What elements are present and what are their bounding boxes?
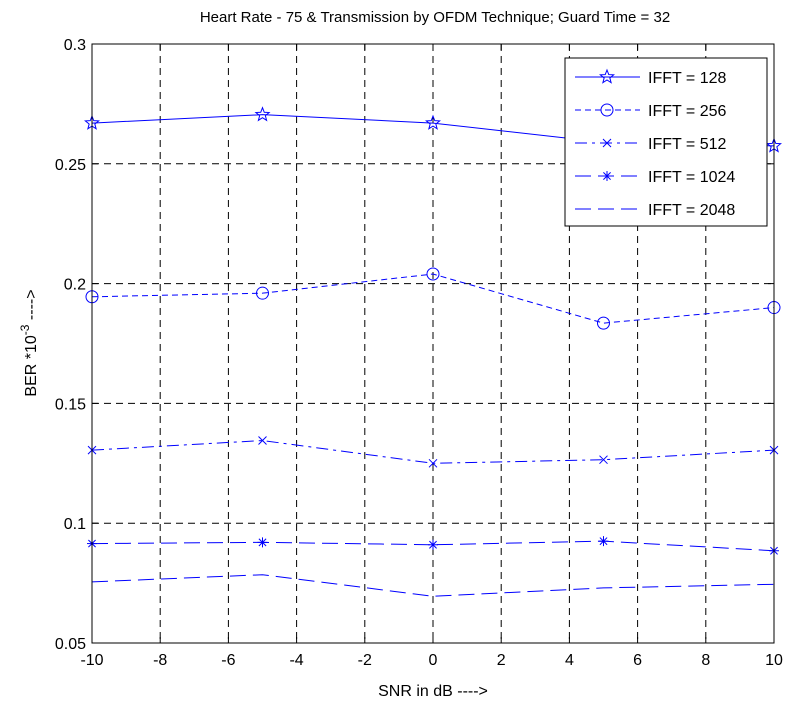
x-tick-label: -8 [153, 652, 167, 669]
x-marker [428, 458, 438, 468]
legend-label: IFFT = 2048 [648, 202, 735, 219]
y-axis-label: BER *10-3 ----> [18, 289, 40, 396]
y-axis-label-suffix: ----> [23, 289, 40, 324]
legend-box [564, 57, 768, 227]
legend-label: IFFT = 128 [648, 70, 727, 87]
x-marker [258, 436, 267, 445]
x-axis-label: SNR in dB ----> [378, 683, 488, 700]
axis-ticks: -10 -8 -6 -4 -2 0 2 4 6 8 10 0.05 0.1 0.15 0.2 0.25 0.3 [55, 37, 783, 669]
x-tick-label: -4 [289, 652, 303, 669]
asterisk-marker-stroke [429, 540, 437, 549]
y-tick-label: 0.15 [55, 396, 86, 413]
y-axis-label-superscript: -3 [18, 324, 32, 335]
x-tick-label: -10 [80, 652, 103, 669]
x-marker-stroke [428, 458, 438, 468]
chart-title: Heart Rate - 75 & Transmission by OFDM T… [200, 9, 670, 26]
x-tick-label: 6 [633, 652, 642, 669]
y-tick-label: 0.3 [64, 37, 86, 54]
circle-marker [426, 267, 440, 281]
x-marker [599, 455, 608, 465]
series-line [91, 273, 775, 324]
legend-item: IFFT = 1024 [575, 169, 735, 186]
x-tick-label: 4 [565, 652, 574, 669]
circle-marker [256, 286, 269, 300]
y-axis-label-base: BER *10 [23, 335, 40, 396]
legend-item: IFFT = 128 [575, 68, 727, 87]
asterisk-marker-stroke [599, 537, 608, 546]
legend-item: IFFT = 2048 [575, 202, 735, 219]
x-tick-label: 2 [497, 652, 506, 669]
legend-label: IFFT = 512 [648, 136, 727, 153]
y-tick-label: 0.05 [55, 636, 86, 653]
y-tick-label: 0.1 [64, 516, 86, 533]
star-marker [599, 68, 615, 84]
legend-label: IFFT = 256 [648, 103, 727, 120]
x-tick-label: 10 [765, 652, 783, 669]
legend-item: IFFT = 512 [575, 136, 727, 153]
series-3 [87, 436, 779, 468]
x-tick-label: -6 [221, 652, 235, 669]
x-marker-stroke [599, 455, 608, 465]
asterisk-marker [428, 539, 438, 550]
y-tick-label: 0.25 [55, 157, 86, 174]
legend: IFFT = 128 IFFT = 256 IFFT = 512 IFFT = 102… [564, 57, 768, 227]
circle-marker [597, 316, 610, 330]
asterisk-marker-stroke [603, 172, 611, 180]
x-tick-label: 8 [701, 652, 710, 669]
x-marker-stroke [258, 436, 267, 445]
x-marker-stroke [602, 138, 612, 148]
asterisk-marker [598, 536, 609, 547]
x-tick-label: -2 [358, 652, 372, 669]
circle-marker [600, 103, 614, 117]
asterisk-marker [257, 537, 268, 548]
legend-label: IFFT = 1024 [648, 169, 735, 186]
star-marker [254, 106, 271, 122]
x-marker [602, 138, 612, 148]
star-marker [425, 114, 441, 130]
legend-item: IFFT = 256 [575, 103, 727, 120]
y-tick-label: 0.2 [64, 277, 86, 294]
asterisk-marker [602, 171, 612, 181]
asterisk-marker-stroke [258, 538, 267, 547]
x-tick-label: 0 [429, 652, 438, 669]
